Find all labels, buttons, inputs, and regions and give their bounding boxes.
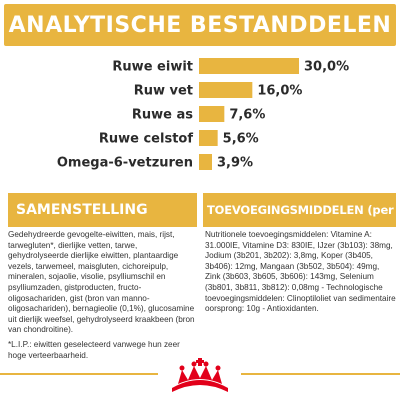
samenstelling-header: SAMENSTELLING (8, 193, 197, 227)
category-label: Ruwe celstof (99, 132, 193, 147)
bar (199, 106, 225, 122)
toevoegingsmiddelen-text: Nutritionele toevoegingsmiddelen: Vitami… (205, 230, 396, 314)
category-label: Ruwe as (132, 108, 193, 123)
footer-divider-right (241, 373, 400, 375)
toevoegingsmiddelen-title: TOEVOEGINGSMIDDELEN (per kg) (207, 203, 400, 217)
value-label: 7,6% (229, 108, 265, 123)
toevoegingsmiddelen-header: TOEVOEGINGSMIDDELEN (per kg) (203, 193, 400, 227)
samenstelling-text: Gedehydreerde gevogelte-eiwitten, mais, … (8, 230, 195, 335)
royal-canin-crown-icon (172, 358, 228, 392)
bar (199, 82, 253, 98)
bar (199, 130, 218, 146)
category-label: Ruwe eiwit (112, 60, 193, 75)
lip-footnote: *L.I.P.: eiwitten geselecteerd vanwege h… (8, 340, 180, 360)
nutrient-bar-chart: Ruwe eiwit 30,0% Ruw vet 16,0% Ruwe as 7,6% Ru… (57, 58, 349, 171)
value-label: 30,0% (304, 60, 349, 75)
category-label: Omega-6-vetzuren (57, 156, 193, 171)
analysis-title: ANALYTISCHE BESTANDDELEN (8, 12, 392, 38)
value-label: 16,0% (257, 84, 302, 99)
bar (199, 58, 299, 74)
value-label: 3,9% (217, 156, 253, 171)
bar (199, 154, 212, 170)
value-label: 5,6% (223, 132, 259, 147)
category-label: Ruw vet (134, 84, 193, 99)
samenstelling-title: SAMENSTELLING (16, 202, 148, 218)
footer-divider-left (0, 373, 158, 375)
analysis-header: ANALYTISCHE BESTANDDELEN (4, 4, 396, 46)
